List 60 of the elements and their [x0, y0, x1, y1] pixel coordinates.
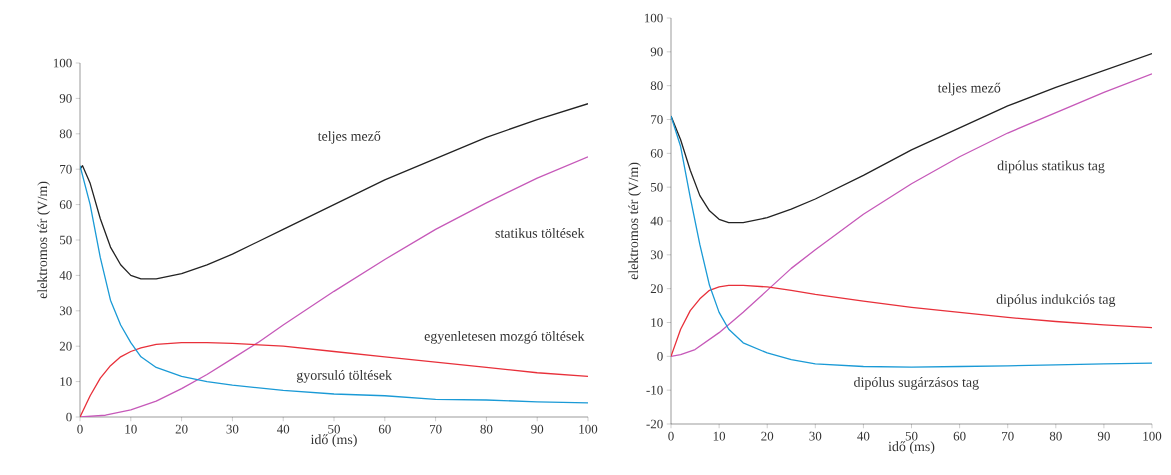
y-tick-label: 50 [651, 182, 663, 192]
x-tick-label: 0 [77, 424, 83, 434]
x-tick-label: 50 [328, 424, 340, 434]
series-label: dipólus statikus tag [997, 160, 1105, 174]
x-tick-label: 30 [226, 424, 239, 434]
x-tick-label: 40 [276, 424, 290, 434]
y-tick-label: 100 [644, 13, 663, 23]
y-tick-label: 80 [59, 129, 72, 139]
x-tick-label: 100 [579, 424, 598, 434]
y-tick-label: 90 [59, 94, 72, 103]
x-axis-title: idő (ms) [310, 434, 357, 448]
x-tick-label: 40 [857, 431, 870, 441]
x-tick-label: 80 [1049, 431, 1062, 441]
y-tick-label: 10 [60, 377, 72, 386]
line-series [671, 284, 1153, 357]
x-tick-label: 0 [668, 431, 674, 441]
x-tick-label: 80 [480, 424, 493, 434]
y-tick-label: 60 [59, 200, 72, 209]
y-tick-label: 50 [60, 235, 72, 245]
y-tick-label: 90 [650, 47, 663, 57]
x-tick-label: 30 [809, 431, 822, 441]
y-axis-title: elektromos tér (V/m) [37, 181, 50, 299]
y-tick-label: 0 [66, 412, 72, 422]
y-tick-label: 60 [650, 148, 663, 158]
x-tick-label: 10 [713, 431, 726, 441]
y-tick-label: 20 [59, 341, 72, 351]
series-label: egyenletesen mozgó töltések [424, 330, 585, 344]
x-tick-label: 70 [1002, 431, 1014, 441]
y-tick-label: 30 [59, 306, 72, 316]
x-tick-label: 20 [175, 424, 188, 434]
x-tick-label: 90 [1097, 431, 1110, 441]
y-tick-label: 30 [650, 250, 663, 260]
y-tick-label: -10 [646, 385, 663, 395]
x-tick-label: 20 [761, 431, 774, 441]
y-tick-label: 40 [650, 216, 663, 226]
y-axis-title: elektromos tér (V/m) [628, 162, 641, 280]
y-tick-label: 20 [650, 284, 663, 294]
x-tick-label: 60 [953, 431, 966, 441]
y-tick-label: 70 [651, 115, 663, 124]
y-tick-label: 70 [60, 164, 72, 174]
x-axis-title: idő (ms) [888, 441, 935, 455]
series-label: dipólus sugárzásos tag [854, 377, 979, 390]
x-tick-label: 10 [125, 424, 137, 434]
series-label: gyorsuló töltések [296, 369, 393, 383]
y-tick-label: -20 [646, 419, 663, 429]
text: teljes mező [317, 131, 381, 144]
x-tick-label: 60 [378, 424, 391, 434]
series-label: teljes mező [937, 82, 1001, 96]
x-tick-label: 90 [531, 424, 544, 434]
line-series [671, 115, 1153, 368]
x-tick-label: 70 [429, 424, 442, 434]
y-tick-label: 0 [657, 351, 663, 361]
x-tick-label: 50 [905, 431, 918, 441]
series-label: statikus töltések [495, 228, 585, 238]
y-tick-label: 80 [650, 81, 663, 91]
y-tick-label: 100 [53, 58, 72, 68]
series-label: dipólus indukciós tag [996, 294, 1116, 307]
y-tick-label: 10 [651, 318, 663, 327]
y-tick-label: 40 [59, 271, 72, 280]
x-tick-label: 100 [1143, 431, 1162, 441]
